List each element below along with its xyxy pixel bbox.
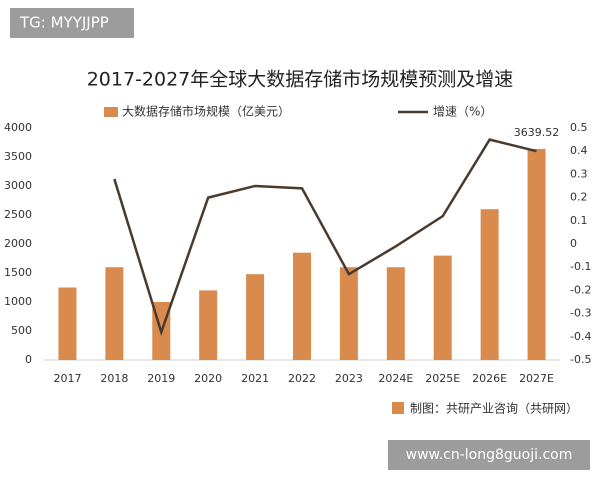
y2-tick-label: 0.5 — [570, 121, 588, 134]
y-tick-label: 0 — [25, 353, 32, 366]
y2-tick-label: 0 — [570, 237, 577, 250]
y2-tick-label: -0.1 — [570, 260, 591, 273]
source-icon — [392, 402, 404, 414]
x-tick-label: 2017 — [53, 372, 81, 385]
y2-tick-label: 0.2 — [570, 191, 588, 204]
bar — [58, 287, 77, 360]
y-tick-label: 4000 — [4, 121, 32, 134]
x-tick-label: 2018 — [100, 372, 128, 385]
badge: TG: MYYJJPP — [19, 14, 109, 32]
y2-tick-label: -0.4 — [570, 330, 591, 343]
x-tick-label: 2019 — [147, 372, 175, 385]
y-tick-label: 2000 — [4, 237, 32, 250]
x-tick-label: 2021 — [241, 372, 269, 385]
y2-tick-label: -0.5 — [570, 353, 591, 366]
y2-tick-label: -0.3 — [570, 307, 591, 320]
chart-title: 2017-2027年全球大数据存储市场规模预测及增速 — [87, 69, 514, 91]
y-tick-label: 500 — [11, 324, 32, 337]
line — [113, 138, 537, 337]
bar — [433, 255, 452, 360]
y-tick-label: 3000 — [4, 179, 32, 192]
bar — [480, 209, 499, 360]
legend-swatch-bar — [104, 107, 118, 117]
x-tick-label: 2027E — [519, 372, 554, 385]
x-tick-label: 2020 — [194, 372, 222, 385]
bar — [199, 290, 218, 360]
source: 制图：共研产业咨询（共研网） — [410, 401, 578, 416]
y-tick-label: 1500 — [4, 266, 32, 279]
y-tick-label: 3500 — [4, 150, 32, 163]
watermark-box — [388, 440, 590, 470]
x-tick-label: 2022 — [288, 372, 316, 385]
y-tick-label: 2500 — [4, 208, 32, 221]
bar — [527, 148, 546, 360]
watermark: www.cn-long8guoji.com — [406, 447, 573, 463]
y2-tick-label: -0.2 — [570, 283, 591, 296]
x-tick-label: 2026E — [472, 372, 507, 385]
y2-tick-label: 0.1 — [570, 214, 588, 227]
legend-label: 增速（%） — [433, 105, 492, 119]
bar — [246, 274, 265, 360]
y-tick-label: 1000 — [4, 295, 32, 308]
x-tick-label: 2025E — [425, 372, 460, 385]
data-label: 3639.52 — [514, 126, 560, 139]
x-tick-label: 2024E — [378, 372, 413, 385]
bar — [105, 267, 124, 360]
badge-box — [10, 8, 134, 38]
y2-tick-label: 0.3 — [570, 167, 588, 180]
bar — [293, 252, 311, 360]
x-tick-label: 2023 — [335, 372, 363, 385]
bar — [339, 267, 358, 360]
y2-tick-label: 0.4 — [570, 144, 588, 157]
legend-label: 大数据存储市场规模（亿美元） — [122, 104, 290, 119]
bar — [386, 267, 405, 360]
